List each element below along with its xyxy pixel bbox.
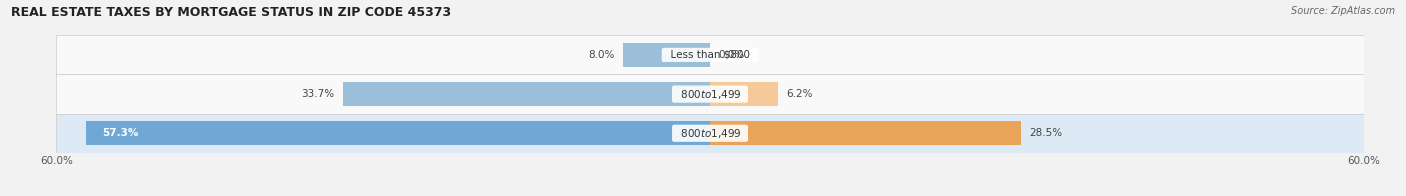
Text: 33.7%: 33.7% [301,89,335,99]
Text: $800 to $1,499: $800 to $1,499 [673,88,747,101]
Bar [343,82,710,106]
Text: Source: ZipAtlas.com: Source: ZipAtlas.com [1291,6,1395,16]
Text: Less than $800: Less than $800 [664,50,756,60]
Bar [56,35,1364,74]
Text: 28.5%: 28.5% [1029,128,1063,138]
Bar [710,82,778,106]
Text: REAL ESTATE TAXES BY MORTGAGE STATUS IN ZIP CODE 45373: REAL ESTATE TAXES BY MORTGAGE STATUS IN … [11,6,451,19]
Bar [56,114,1364,153]
Text: 8.0%: 8.0% [588,50,614,60]
Bar [623,43,710,67]
Text: 0.0%: 0.0% [718,50,745,60]
Bar [86,121,710,145]
Text: 57.3%: 57.3% [103,128,138,138]
Bar [710,121,1021,145]
Text: $800 to $1,499: $800 to $1,499 [673,127,747,140]
Text: 6.2%: 6.2% [786,89,813,99]
Bar [56,74,1364,114]
